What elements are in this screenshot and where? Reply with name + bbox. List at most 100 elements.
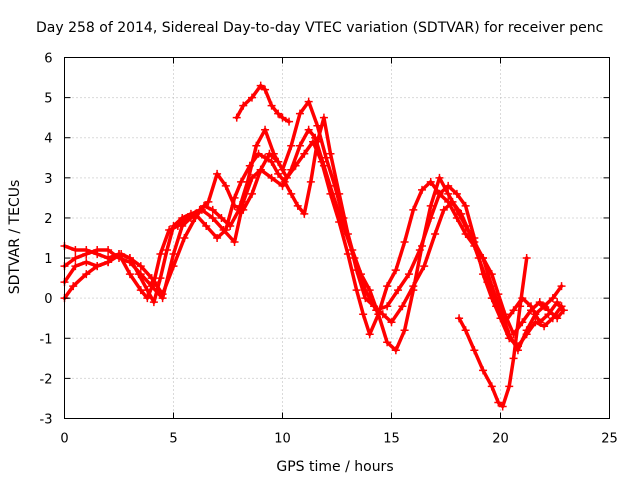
data-point-marker <box>104 258 113 267</box>
data-point-marker <box>483 278 492 287</box>
data-point-marker <box>409 205 418 214</box>
data-point-marker <box>71 262 80 271</box>
data-point-marker <box>69 282 78 291</box>
data-point-marker <box>115 254 123 263</box>
data-point-marker <box>295 109 304 118</box>
data-point-marker <box>343 229 352 238</box>
data-point-marker <box>420 262 429 271</box>
data-point-marker <box>82 270 91 279</box>
data-point-marker <box>71 254 80 263</box>
data-point-marker <box>439 205 448 214</box>
data-point-marker <box>208 205 217 214</box>
data-point-marker <box>452 213 461 222</box>
y-tick-label: -2 <box>40 372 53 387</box>
data-point-marker <box>162 246 171 255</box>
data-point-marker <box>245 161 254 170</box>
x-tick-label: 25 <box>601 432 618 447</box>
y-axis-label: SDTVAR / TECUs <box>7 180 23 295</box>
y-tick-label: 5 <box>44 92 52 107</box>
y-tick-label: 6 <box>44 52 52 67</box>
x-tick-label: 5 <box>169 432 177 447</box>
data-point-marker <box>553 314 562 323</box>
data-point-marker <box>208 213 217 222</box>
x-tick-label: 20 <box>492 432 509 447</box>
data-point-marker <box>400 326 409 335</box>
data-point-marker <box>143 294 152 303</box>
data-point-marker <box>391 266 400 275</box>
data-point-marker <box>93 246 102 255</box>
data-point-marker <box>278 113 287 122</box>
data-point-marker <box>213 169 222 178</box>
data-point-marker <box>221 225 230 234</box>
x-tick-label: 15 <box>383 432 400 447</box>
data-point-marker <box>352 266 361 275</box>
data-point-marker <box>104 246 113 255</box>
data-point-marker <box>359 310 368 319</box>
data-point-marker <box>256 165 265 174</box>
data-point-marker <box>230 238 239 247</box>
data-point-marker <box>274 157 283 166</box>
data-point-marker <box>426 177 435 186</box>
data-point-marker <box>326 149 335 158</box>
data-point-marker <box>247 93 256 102</box>
chart-title: Day 258 of 2014, Sidereal Day-to-day VTE… <box>36 20 603 36</box>
series-line <box>234 83 291 124</box>
data-point-marker <box>505 382 514 391</box>
y-tick-label: -1 <box>40 332 53 347</box>
data-point-marker <box>217 213 226 222</box>
data-point-marker <box>374 310 383 319</box>
data-point-marker <box>457 209 466 218</box>
data-point-marker <box>444 189 453 198</box>
series-track-5 <box>232 81 294 126</box>
data-point-marker <box>335 217 344 226</box>
y-tick-label: -3 <box>40 413 53 428</box>
data-point-marker <box>156 250 165 259</box>
data-point-marker <box>404 270 413 279</box>
data-point-marker <box>461 326 470 335</box>
data-point-marker <box>455 314 464 323</box>
data-point-marker <box>494 290 503 299</box>
data-point-marker <box>169 250 178 259</box>
data-point-marker <box>136 270 145 279</box>
data-point-marker <box>326 189 335 198</box>
data-point-marker <box>426 201 435 210</box>
data-point-marker <box>527 306 536 315</box>
data-point-marker <box>319 113 328 122</box>
y-tick-label: 1 <box>44 252 52 267</box>
x-tick-label: 0 <box>60 432 68 447</box>
data-point-marker <box>387 318 396 327</box>
data-point-marker <box>398 302 407 311</box>
data-point-marker <box>232 113 241 122</box>
data-point-marker <box>149 278 158 287</box>
series-track-3 <box>60 113 568 327</box>
data-point-marker <box>165 225 174 234</box>
data-point-marker <box>237 177 246 186</box>
data-point-marker <box>239 101 248 110</box>
data-point-marker <box>304 97 313 106</box>
data-point-marker <box>204 197 213 206</box>
data-point-marker <box>282 173 291 182</box>
data-point-marker <box>487 382 496 391</box>
y-tick-label: 3 <box>44 172 52 187</box>
data-point-marker <box>136 262 145 271</box>
data-point-marker <box>444 197 453 206</box>
data-point-marker <box>470 346 479 355</box>
data-point-marker <box>370 302 379 311</box>
x-axis-label: GPS time / hours <box>276 459 393 475</box>
data-point-marker <box>195 205 204 214</box>
data-point-marker <box>535 298 544 307</box>
data-point-marker <box>494 398 503 407</box>
data-point-marker <box>317 157 326 166</box>
data-point-marker <box>479 366 488 375</box>
data-point-marker <box>293 201 302 210</box>
data-point-marker <box>156 274 165 283</box>
data-point-marker <box>158 294 167 303</box>
data-point-marker <box>280 177 289 186</box>
data-point-marker <box>383 282 392 291</box>
data-point-marker <box>285 117 294 126</box>
data-point-marker <box>295 141 304 150</box>
data-point-marker <box>409 282 418 291</box>
data-point-marker <box>431 229 440 238</box>
data-point-marker <box>82 258 91 267</box>
y-tick-label: 0 <box>44 292 52 307</box>
